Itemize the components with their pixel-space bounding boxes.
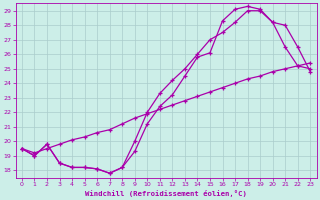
X-axis label: Windchill (Refroidissement éolien,°C): Windchill (Refroidissement éolien,°C) — [85, 190, 247, 197]
